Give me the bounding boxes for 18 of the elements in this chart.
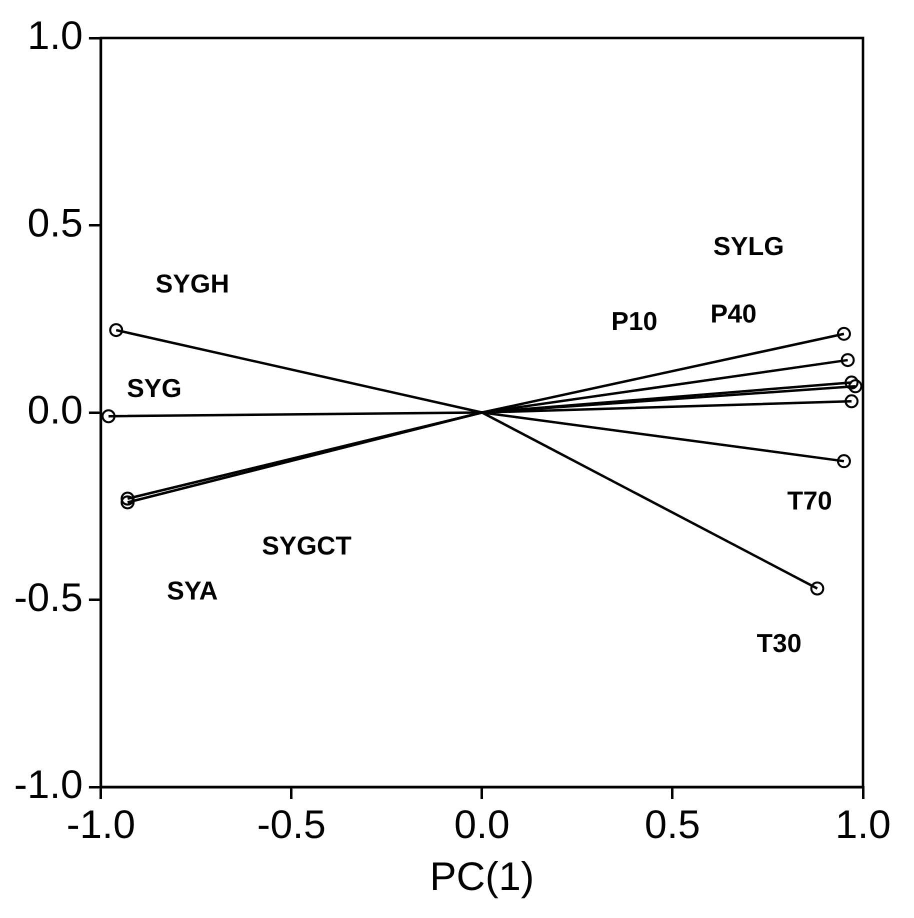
annotation: SYGH — [156, 268, 230, 298]
annotation: T30 — [756, 628, 802, 658]
annotation: P10 — [611, 306, 658, 336]
annotation: SYA — [166, 575, 218, 606]
annotation: SYGCT — [262, 530, 352, 560]
annotation: SYLG — [713, 230, 784, 261]
x-tick-label: 0.5 — [644, 803, 700, 848]
annotation: T70 — [787, 486, 832, 516]
y-tick-label: 1.0 — [27, 14, 83, 58]
x-axis-title: PC(1) — [430, 855, 534, 900]
annotation: SYG — [126, 373, 182, 404]
y-tick-label: -0.5 — [14, 576, 83, 620]
x-tick-label: 1.0 — [835, 803, 891, 848]
x-tick-label: -0.5 — [256, 803, 326, 848]
x-tick-label: 0.0 — [454, 803, 510, 848]
annotation: P40 — [710, 298, 757, 328]
y-tick-label: 0.0 — [27, 388, 83, 433]
y-tick-label: 0.5 — [27, 201, 83, 246]
